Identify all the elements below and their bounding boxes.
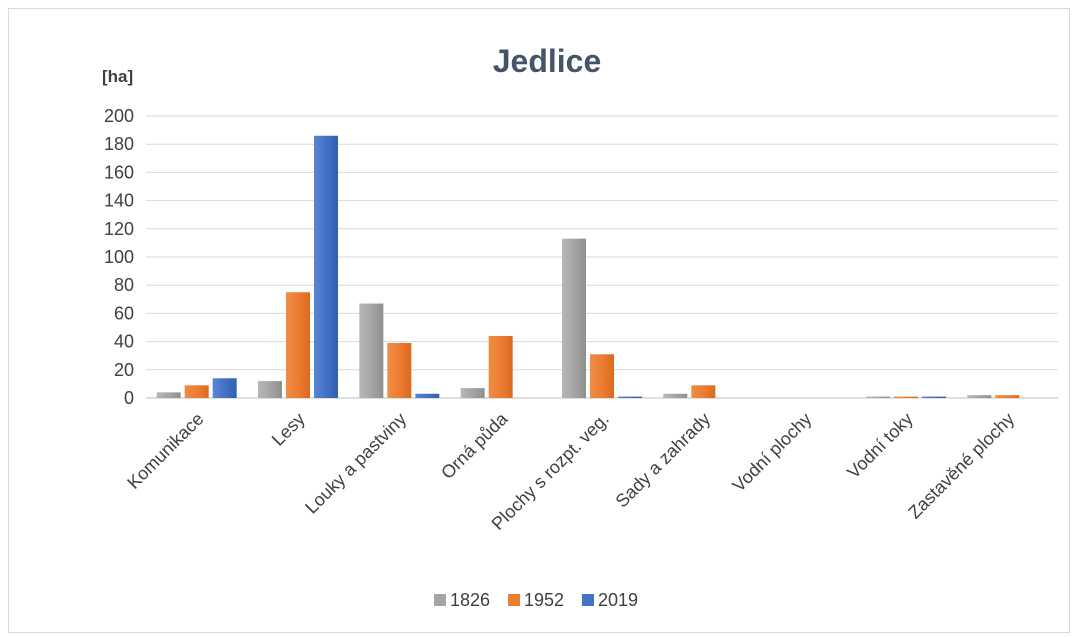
- y-tick-label: 80: [114, 275, 134, 295]
- x-tick-label: Zastavěné plochy: [904, 409, 1018, 523]
- y-tick-label: 120: [104, 219, 134, 239]
- y-tick-label: 200: [104, 106, 134, 126]
- chart-frame: [8, 8, 1070, 633]
- bar-1826: [866, 396, 890, 398]
- x-tick-label: Komunikace: [123, 409, 207, 493]
- y-tick-label: 140: [104, 191, 134, 211]
- bar-1826: [562, 238, 586, 398]
- x-tick-label: Louky a pastviny: [301, 409, 410, 518]
- bar-1952: [590, 354, 614, 398]
- x-tick-label: Lesy: [268, 409, 309, 450]
- bar-1826: [359, 303, 384, 398]
- bar-1952: [995, 395, 1020, 398]
- bar-1826: [156, 392, 181, 398]
- bar-1826: [663, 393, 688, 398]
- bar-2019: [415, 393, 440, 398]
- y-tick-label: 180: [104, 134, 134, 154]
- bar-1952: [184, 385, 209, 398]
- bar-1826: [967, 395, 992, 398]
- y-tick-label: 20: [114, 360, 134, 380]
- bar-1952: [691, 385, 716, 398]
- legend-swatch: [508, 594, 520, 606]
- bar-2019: [618, 396, 642, 398]
- bar-1952: [387, 343, 412, 398]
- bar-2019: [314, 135, 338, 399]
- bar-2019: [212, 378, 237, 398]
- x-tick-label: Vodní toky: [843, 409, 917, 483]
- bar-1952: [286, 292, 310, 398]
- y-tick-label: 0: [124, 388, 134, 408]
- legend-label: 1952: [524, 590, 564, 610]
- bar-1826: [258, 381, 282, 398]
- x-tick-label: Orná půda: [437, 408, 512, 483]
- legend-swatch: [434, 594, 446, 606]
- x-tick-label: Vodní plochy: [728, 409, 815, 496]
- y-tick-label: 40: [114, 332, 134, 352]
- y-tick-label: 60: [114, 303, 134, 323]
- bar-1952: [488, 335, 513, 398]
- bar-2019: [922, 396, 946, 398]
- y-axis-unit-label: [ha]: [102, 67, 133, 86]
- legend: 1826 1952 2019: [434, 590, 638, 610]
- legend-label: 2019: [598, 590, 638, 610]
- y-tick-label: 100: [104, 247, 134, 267]
- bar-1826: [460, 388, 485, 398]
- legend-swatch: [582, 594, 594, 606]
- y-tick-label: 160: [104, 162, 134, 182]
- bar-1952: [894, 396, 918, 398]
- chart-title: Jedlice: [493, 43, 602, 79]
- x-tick-label: Sady a zahrady: [612, 409, 715, 512]
- legend-label: 1826: [450, 590, 490, 610]
